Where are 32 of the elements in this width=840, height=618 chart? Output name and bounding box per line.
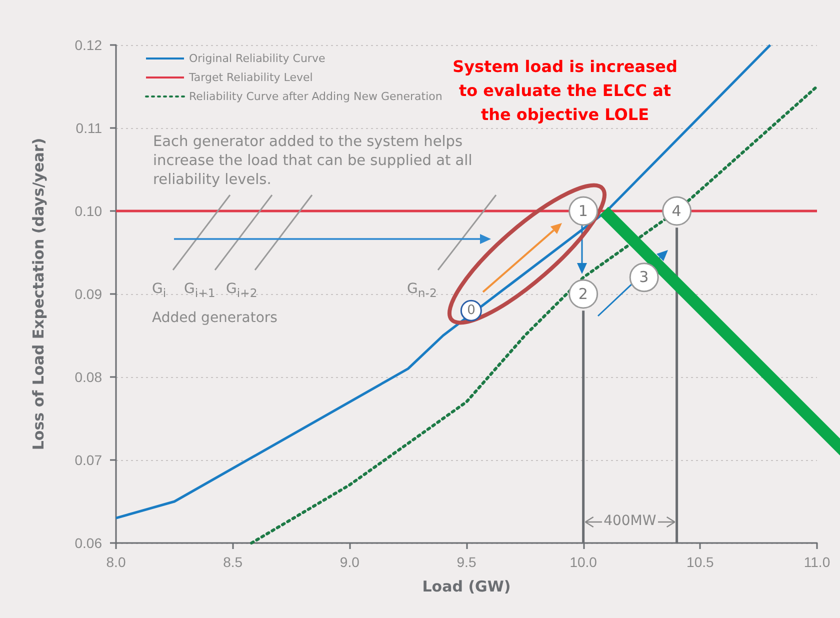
x-tick-label: 10.0 — [570, 554, 598, 570]
x-tick-label: 9.0 — [340, 554, 360, 570]
x-tick-label: 10.5 — [686, 554, 714, 570]
annotation: G$_{i}$ — [152, 280, 166, 302]
annotation: G$_{i+1}$ — [184, 280, 216, 302]
annotation: System load is increased to evaluate the ELCC at the objective LOLE — [452, 56, 678, 126]
annotation: 4 — [672, 202, 682, 220]
annotation: 400MW — [602, 512, 658, 531]
annotation: 3 — [639, 268, 649, 286]
annotation: 0 — [467, 302, 476, 319]
y-tick-label: 0.06 — [74, 535, 102, 551]
x-tick-label: 8.5 — [223, 554, 243, 570]
y-tick-label: 0.11 — [76, 120, 102, 136]
annotation: Each generator added to the system helps increase the load that can be supplied at all reliability levels. — [153, 133, 473, 190]
legend-label: Original Reliability Curve — [189, 52, 326, 65]
legend-label: Reliability Curve after Adding New Generation — [189, 90, 442, 103]
x-tick-label: 11.0 — [804, 554, 830, 570]
annotation: Added generators — [152, 309, 278, 328]
x-tick-label: 9.5 — [456, 554, 476, 570]
annotation: G$_{i+2}$ — [226, 280, 258, 302]
x-tick-label: 8.0 — [106, 554, 126, 570]
y-tick-label: 0.10 — [74, 203, 102, 219]
annotation: G$_{n-2}$ — [407, 280, 437, 302]
y-axis-title: Loss of Load Expectation (days/year) — [30, 138, 48, 450]
legend-label: Target Reliability Level — [188, 71, 313, 84]
y-tick-label: 0.12 — [74, 37, 102, 53]
annotation: 1 — [578, 202, 588, 220]
y-tick-label: 0.08 — [74, 369, 102, 385]
x-axis-title: Load (GW) — [422, 578, 511, 596]
y-tick-label: 0.09 — [74, 286, 102, 302]
y-tick-label: 0.07 — [74, 452, 102, 468]
annotation: 2 — [578, 285, 588, 303]
